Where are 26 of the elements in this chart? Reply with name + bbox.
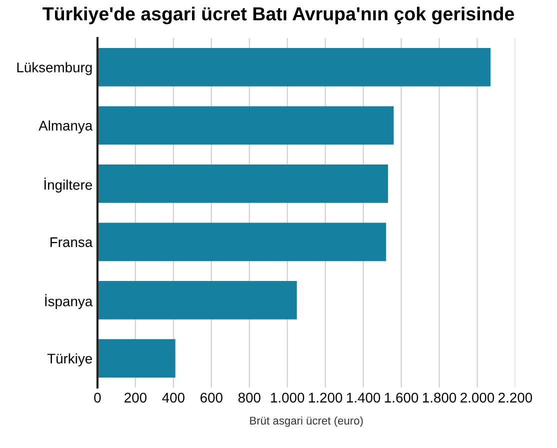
chart-title: Türkiye'de asgari ücret Batı Avrupa'nın çok gerisinde [42,6,514,24]
x-tick-label: 1.600 [384,392,418,403]
bar [97,164,388,203]
y-tick-label: İspanya [45,294,93,310]
x-tick-label: 2.200 [498,392,532,403]
x-tick-label: 1.800 [422,392,456,403]
x-axis-title: Brüt asgari ücret (euro) [250,416,363,427]
y-tick-label: Türkiye [47,353,92,366]
bar [97,339,176,378]
bar [97,106,394,145]
x-tick-label: 800 [238,392,260,403]
x-tick-label: 1.000 [271,392,304,403]
y-tick-label: Fransa [50,237,93,248]
x-tick-label: 600 [200,392,222,403]
x-tick-label: 2.000 [460,392,494,403]
x-tick-label: 0 [94,392,101,403]
bar [97,280,297,320]
x-tick-label: 200 [124,392,146,403]
y-tick-label: Lüksemburg [17,62,92,76]
bar [97,222,386,262]
y-tick-label: Almanya [38,120,93,134]
bar [97,48,491,86]
x-tick-label: 1.400 [347,392,380,403]
x-tick-label: 1.200 [309,392,342,403]
y-tick-label: İngiltere [44,178,92,193]
x-tick-label: 400 [162,392,184,403]
